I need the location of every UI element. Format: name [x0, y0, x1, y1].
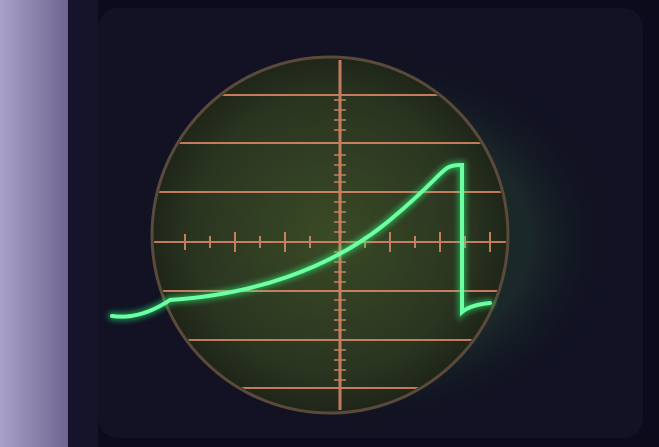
screen	[150, 55, 510, 415]
trace	[108, 160, 494, 321]
wall	[0, 0, 68, 447]
trace-line	[110, 162, 492, 319]
bezel-edge	[68, 0, 98, 447]
tick-marks	[334, 99, 346, 381]
